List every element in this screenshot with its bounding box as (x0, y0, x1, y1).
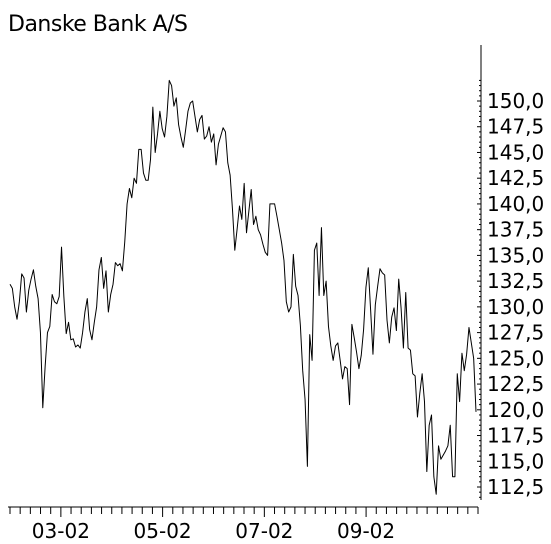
y-tick-label: 122,5 (487, 372, 544, 396)
x-tick-label: 03-02 (32, 519, 90, 543)
y-tick-label: 127,5 (487, 321, 544, 345)
y-tick-label: 140,0 (487, 192, 544, 216)
y-tick-label: 142,5 (487, 166, 544, 190)
x-tick-label: 07-02 (235, 519, 293, 543)
y-tick-label: 112,5 (487, 475, 544, 499)
chart-title: Danske Bank A/S (8, 12, 188, 37)
y-tick-label: 147,5 (487, 115, 544, 139)
x-tick-label: 09-02 (337, 519, 395, 543)
y-tick-label: 132,5 (487, 269, 544, 293)
y-tick-label: 125,0 (487, 346, 544, 370)
x-tick-label: 05-02 (134, 519, 192, 543)
y-tick-label: 117,5 (487, 424, 544, 448)
y-tick-label: 135,0 (487, 243, 544, 267)
y-tick-label: 137,5 (487, 218, 544, 242)
series-line (9, 79, 477, 495)
y-tick-label: 150,0 (487, 89, 544, 113)
y-tick-label: 145,0 (487, 140, 544, 164)
y-tick-label: 120,0 (487, 398, 544, 422)
y-tick-label: 115,0 (487, 449, 544, 473)
axes: 150,0147,5145,0142,5140,0137,5135,0132,5… (8, 45, 544, 543)
y-tick-label: 130,0 (487, 295, 544, 319)
